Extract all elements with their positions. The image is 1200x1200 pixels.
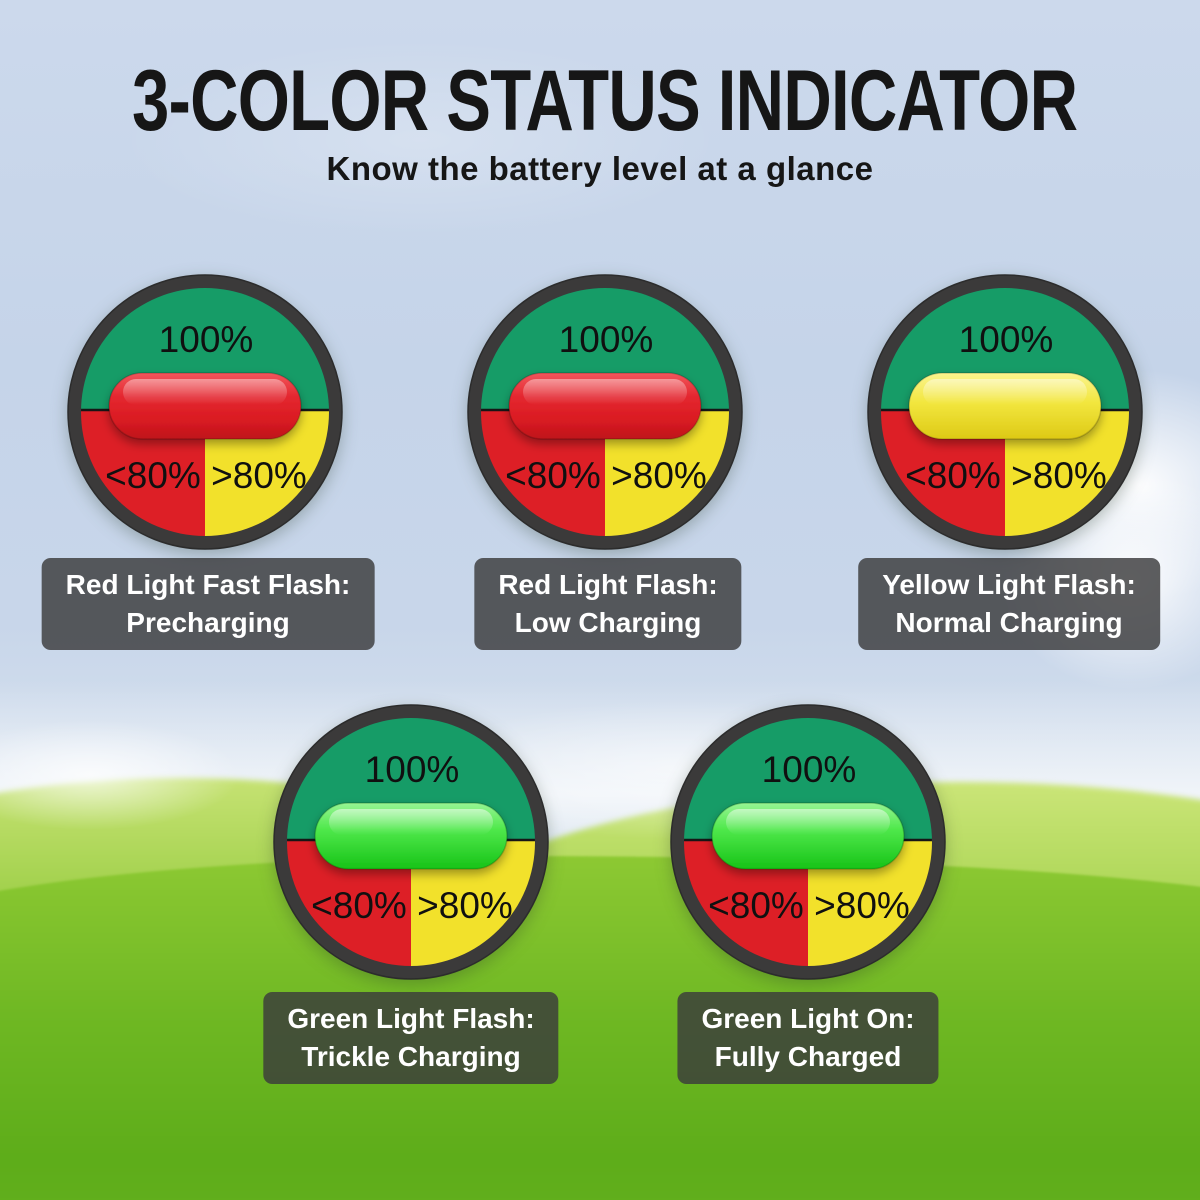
grass-foreground [0,856,1200,1200]
pill-gloss [923,379,1087,405]
status-dial-fully-charged: 100% <80% >80% [668,702,948,982]
label-over-80: >80% [417,885,513,926]
pill-gloss [726,809,890,835]
label-under-80: <80% [311,885,407,926]
caption-line1: Red Light Fast Flash: [65,569,351,600]
caption-line2: Low Charging [514,607,702,638]
label-under-80: <80% [905,455,1001,496]
label-100: 100% [159,319,254,360]
pill-gloss [123,379,287,405]
label-100: 100% [959,319,1054,360]
caption-low-charging: Red Light Flash: Low Charging [474,558,742,650]
label-under-80: <80% [708,885,804,926]
label-over-80: >80% [611,455,707,496]
label-100: 100% [559,319,654,360]
caption-line1: Yellow Light Flash: [882,569,1136,600]
label-100: 100% [762,749,857,790]
status-dial-normal-charging: 100% <80% >80% [865,272,1145,552]
label-under-80: <80% [505,455,601,496]
caption-line2: Trickle Charging [301,1041,521,1072]
caption-line1: Red Light Flash: [498,569,718,600]
status-dial-trickle-charging: 100% <80% >80% [271,702,551,982]
caption-trickle-charging: Green Light Flash: Trickle Charging [263,992,559,1084]
cloud [120,40,720,240]
pill-gloss [523,379,687,405]
caption-line2: Normal Charging [895,607,1123,638]
caption-fully-charged: Green Light On: Fully Charged [677,992,939,1084]
label-under-80: <80% [105,455,201,496]
status-dial-low-charging: 100% <80% >80% [465,272,745,552]
page-title: 3-COLOR STATUS INDICATOR [132,53,1078,149]
cloud [0,720,240,830]
label-over-80: >80% [211,455,307,496]
caption-line2: Fully Charged [714,1041,902,1072]
caption-line2: Precharging [126,607,290,638]
pill-gloss [329,809,493,835]
label-over-80: >80% [1011,455,1107,496]
caption-precharging: Red Light Fast Flash: Precharging [41,558,375,650]
status-dial-precharging: 100% <80% >80% [65,272,345,552]
caption-line1: Green Light On: [701,1003,915,1034]
caption-normal-charging: Yellow Light Flash: Normal Charging [858,558,1160,650]
label-over-80: >80% [814,885,910,926]
caption-line1: Green Light Flash: [287,1003,535,1034]
page-subtitle: Know the battery level at a glance [326,150,874,187]
label-100: 100% [365,749,460,790]
